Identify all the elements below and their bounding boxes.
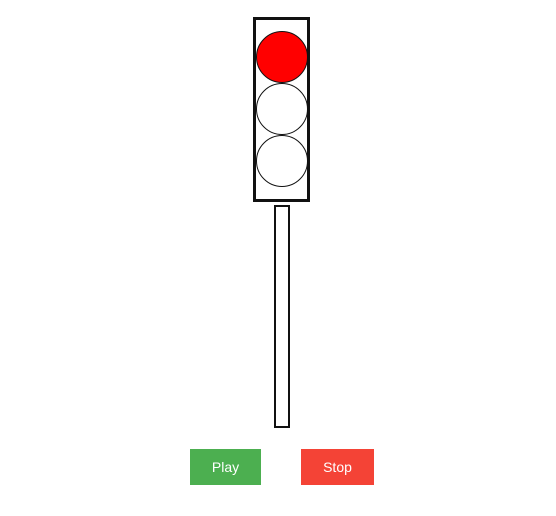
- red-light: [256, 31, 308, 83]
- play-button[interactable]: Play: [190, 449, 261, 485]
- stop-button[interactable]: Stop: [301, 449, 374, 485]
- yellow-light: [256, 83, 308, 135]
- traffic-light-pole: [274, 205, 290, 428]
- green-light: [256, 135, 308, 187]
